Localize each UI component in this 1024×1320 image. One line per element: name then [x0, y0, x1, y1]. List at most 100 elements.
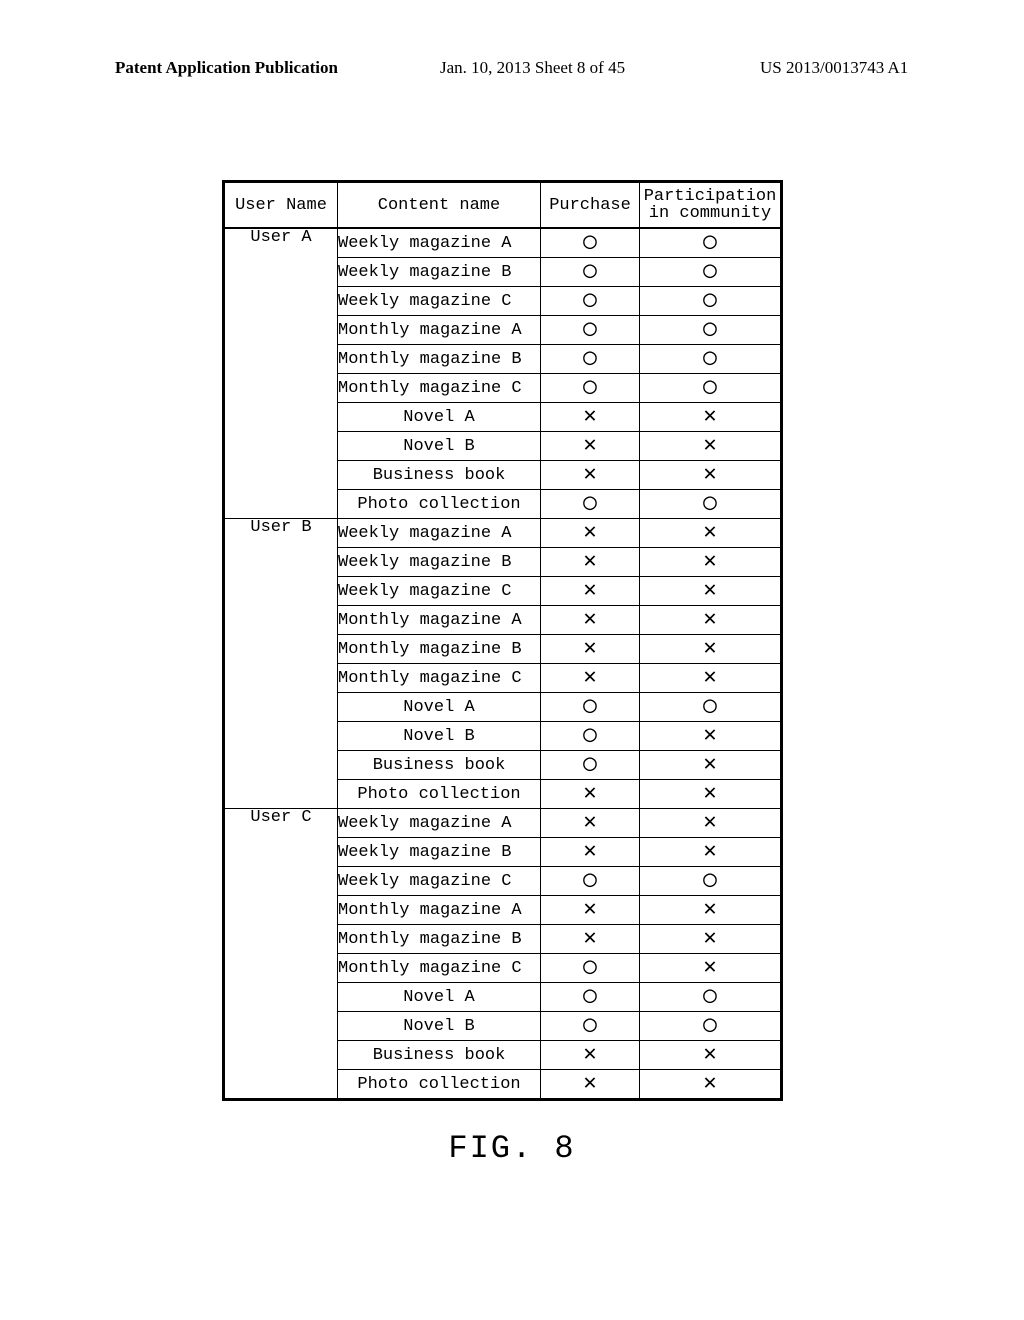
circle-mark-icon: ◯ [703, 232, 716, 254]
circle-mark-icon: ◯ [703, 696, 716, 718]
content-cell: Monthly magazine C [338, 374, 541, 403]
purchase-cell: ✕ [541, 403, 640, 432]
purchase-cell: ◯ [541, 722, 640, 751]
purchase-cell: ✕ [541, 896, 640, 925]
circle-mark-icon: ◯ [703, 870, 716, 892]
content-cell: Monthly magazine C [338, 664, 541, 693]
cross-mark-icon: ✕ [583, 580, 596, 602]
participation-cell: ✕ [640, 954, 782, 983]
content-cell: Novel B [338, 1012, 541, 1041]
participation-cell: ✕ [640, 722, 782, 751]
content-cell: Monthly magazine A [338, 316, 541, 345]
participation-cell: ✕ [640, 1041, 782, 1070]
participation-cell: ✕ [640, 461, 782, 490]
circle-mark-icon: ◯ [703, 261, 716, 283]
content-cell: Photo collection [338, 490, 541, 519]
participation-cell: ✕ [640, 751, 782, 780]
participation-cell: ◯ [640, 287, 782, 316]
cross-mark-icon: ✕ [583, 609, 596, 631]
content-cell: Business book [338, 1041, 541, 1070]
circle-mark-icon: ◯ [583, 1015, 596, 1037]
cross-mark-icon: ✕ [583, 435, 596, 457]
content-cell: Novel A [338, 983, 541, 1012]
circle-mark-icon: ◯ [703, 348, 716, 370]
circle-mark-icon: ◯ [583, 696, 596, 718]
participation-cell: ◯ [640, 345, 782, 374]
participation-cell: ◯ [640, 693, 782, 722]
purchase-cell: ◯ [541, 345, 640, 374]
circle-mark-icon: ◯ [703, 290, 716, 312]
table-row: User AWeekly magazine A◯◯ [224, 228, 782, 258]
participation-cell: ✕ [640, 896, 782, 925]
cross-mark-icon: ✕ [703, 812, 716, 834]
cross-mark-icon: ✕ [703, 841, 716, 863]
purchase-cell: ✕ [541, 635, 640, 664]
cross-mark-icon: ✕ [703, 406, 716, 428]
circle-mark-icon: ◯ [583, 290, 596, 312]
cross-mark-icon: ✕ [583, 1044, 596, 1066]
circle-mark-icon: ◯ [583, 261, 596, 283]
header-right: US 2013/0013743 A1 [760, 58, 908, 78]
cross-mark-icon: ✕ [583, 928, 596, 950]
table-header-row: User Name Content name Purchase Particip… [224, 182, 782, 229]
participation-cell: ✕ [640, 606, 782, 635]
purchase-cell: ◯ [541, 751, 640, 780]
user-cell: User A [224, 228, 338, 519]
content-cell: Monthly magazine B [338, 635, 541, 664]
content-cell: Weekly magazine A [338, 228, 541, 258]
content-cell: Weekly magazine B [338, 258, 541, 287]
cross-mark-icon: ✕ [583, 783, 596, 805]
figure-caption: FIG. 8 [0, 1130, 1024, 1167]
circle-mark-icon: ◯ [583, 725, 596, 747]
content-cell: Novel B [338, 722, 541, 751]
circle-mark-icon: ◯ [703, 493, 716, 515]
content-cell: Business book [338, 461, 541, 490]
purchase-cell: ◯ [541, 1012, 640, 1041]
col-header-participation: Participation in community [640, 182, 782, 229]
cross-mark-icon: ✕ [583, 667, 596, 689]
cross-mark-icon: ✕ [583, 812, 596, 834]
cross-mark-icon: ✕ [583, 638, 596, 660]
cross-mark-icon: ✕ [703, 609, 716, 631]
circle-mark-icon: ◯ [583, 870, 596, 892]
circle-mark-icon: ◯ [583, 754, 596, 776]
circle-mark-icon: ◯ [703, 1015, 716, 1037]
participation-cell: ◯ [640, 374, 782, 403]
purchase-cell: ✕ [541, 461, 640, 490]
purchase-cell: ◯ [541, 867, 640, 896]
content-cell: Photo collection [338, 780, 541, 809]
circle-mark-icon: ◯ [583, 986, 596, 1008]
participation-cell: ✕ [640, 838, 782, 867]
participation-cell: ◯ [640, 490, 782, 519]
content-table: User Name Content name Purchase Particip… [222, 180, 783, 1101]
participation-cell: ✕ [640, 519, 782, 548]
purchase-cell: ◯ [541, 287, 640, 316]
content-cell: Novel A [338, 693, 541, 722]
cross-mark-icon: ✕ [583, 551, 596, 573]
circle-mark-icon: ◯ [703, 986, 716, 1008]
col-header-user: User Name [224, 182, 338, 229]
purchase-cell: ◯ [541, 228, 640, 258]
content-cell: Monthly magazine B [338, 345, 541, 374]
participation-cell: ✕ [640, 403, 782, 432]
circle-mark-icon: ◯ [703, 319, 716, 341]
content-cell: Novel A [338, 403, 541, 432]
purchase-cell: ✕ [541, 548, 640, 577]
participation-cell: ✕ [640, 664, 782, 693]
header-left: Patent Application Publication [115, 58, 338, 78]
cross-mark-icon: ✕ [583, 406, 596, 428]
cross-mark-icon: ✕ [703, 580, 716, 602]
user-cell: User B [224, 519, 338, 809]
participation-cell: ✕ [640, 809, 782, 838]
cross-mark-icon: ✕ [703, 667, 716, 689]
content-cell: Photo collection [338, 1070, 541, 1100]
user-cell: User C [224, 809, 338, 1100]
col-header-content: Content name [338, 182, 541, 229]
cross-mark-icon: ✕ [703, 928, 716, 950]
purchase-cell: ◯ [541, 258, 640, 287]
purchase-cell: ✕ [541, 925, 640, 954]
participation-cell: ◯ [640, 1012, 782, 1041]
participation-cell: ◯ [640, 316, 782, 345]
cross-mark-icon: ✕ [703, 522, 716, 544]
content-cell: Weekly magazine A [338, 519, 541, 548]
